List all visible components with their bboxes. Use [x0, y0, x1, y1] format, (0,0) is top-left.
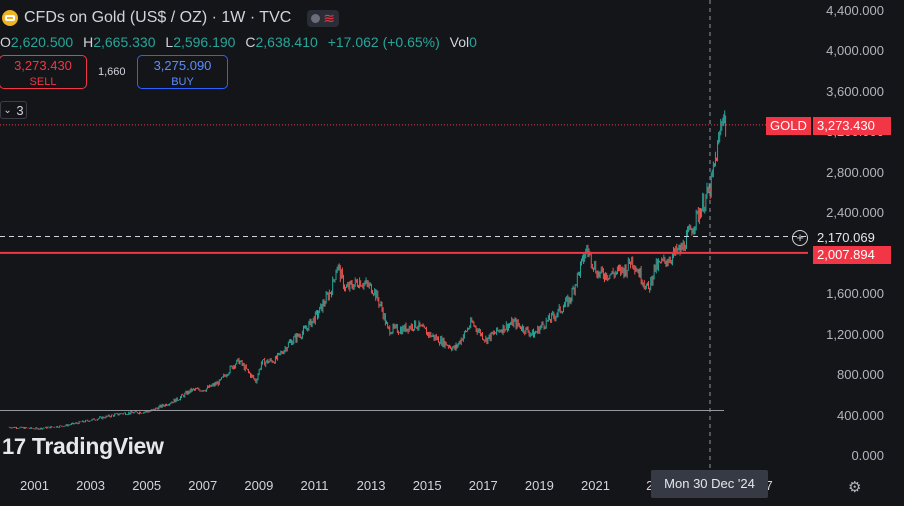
high-value: 2,665.330 — [93, 34, 156, 50]
tradingview-watermark: 17 TradingView — [2, 433, 164, 460]
price-axis-tick: 3,600.000 — [826, 83, 884, 99]
sell-price: 3,273.430 — [14, 58, 72, 73]
indicators-toggle[interactable]: ⌄ 3 — [0, 101, 27, 119]
market-status-wave-icon: ≋ — [323, 10, 336, 26]
close-value: 2,638.410 — [255, 34, 318, 50]
low-label: L — [165, 34, 174, 50]
open-value: 2,620.500 — [10, 34, 74, 50]
sell-label: SELL — [29, 76, 57, 88]
time-axis-tick: 2011 — [300, 478, 329, 493]
buy-button[interactable]: 3,275.090 BUY — [137, 55, 228, 89]
watermark-text: TradingView — [31, 433, 164, 459]
price-axis-tick: 1,200.000 — [826, 326, 884, 342]
tradingview-logo-icon: 17 — [2, 433, 26, 459]
indicators-count: 3 — [16, 102, 24, 118]
low-value: 2,596.190 — [173, 34, 236, 50]
price-axis-tick: 400.000 — [837, 407, 884, 423]
time-axis-tick: 2001 — [20, 478, 49, 493]
crosshair-price-label: 2,170.069 — [813, 229, 891, 247]
time-axis-tick: 2003 — [76, 478, 106, 493]
price-series — [8, 110, 727, 430]
price-axis-tick: 2,400.000 — [826, 205, 884, 221]
time-axis-tick: 2007 — [188, 478, 218, 493]
high-label: H — [83, 34, 94, 50]
symbol-title[interactable]: CFDs on Gold (US$ / OZ) · 1W · TVC ≋ — [2, 9, 340, 27]
market-status-badge[interactable]: ≋ — [307, 9, 340, 27]
chevron-down-icon: ⌄ — [3, 104, 12, 116]
gold-coin-icon — [2, 10, 18, 26]
time-axis-tick: 2015 — [412, 478, 442, 493]
price-axis-tick: 4,000.000 — [826, 43, 884, 59]
time-axis-tick: 2017 — [468, 478, 498, 493]
open-label: O — [0, 34, 11, 50]
settings-gear-icon[interactable]: ⚙ — [848, 479, 862, 496]
symbol-title-text: CFDs on Gold (US$ / OZ) · 1W · TVC — [24, 9, 292, 26]
status-dot-icon — [311, 13, 321, 23]
time-axis-tick: 2009 — [244, 478, 274, 493]
price-axis-tick: 0.000 — [851, 448, 884, 463]
crosshair-date-label: Mon 30 Dec '24 — [651, 470, 768, 498]
ohlc-legend: O2,620.500 H2,665.330 L2,596.190 C2,638.… — [0, 34, 483, 50]
price-axis-tick: 2,800.000 — [826, 164, 884, 180]
time-axis-tick: 2005 — [132, 478, 162, 493]
price-axis-tick: 800.000 — [837, 367, 884, 383]
buy-price: 3,275.090 — [153, 58, 212, 73]
price-axis-tick: 1,600.000 — [826, 286, 884, 302]
sell-button[interactable]: 3,273.430 SELL — [0, 55, 87, 89]
time-axis-tick: 2021 — [581, 478, 610, 493]
volume-label: Vol — [449, 34, 470, 50]
volume-value: 0 — [469, 34, 477, 50]
time-axis-tick: 2013 — [356, 478, 386, 493]
symbol-tag: GOLD — [766, 117, 811, 135]
change-value: +17.062 (+0.65%) — [327, 34, 440, 50]
time-axis-tick: 2019 — [524, 478, 554, 493]
horizontal-line-price-label: 2,007.894 — [813, 246, 891, 264]
buy-label: BUY — [171, 76, 194, 88]
last-price-label: 3,273.430 — [813, 117, 891, 135]
price-axis-tick: 4,400.000 — [826, 3, 884, 18]
spread-value: 1,660 — [98, 66, 126, 78]
close-label: C — [245, 34, 256, 50]
add-alert-plus-icon[interactable]: + — [792, 230, 808, 246]
horizontal-lines — [0, 124, 808, 411]
